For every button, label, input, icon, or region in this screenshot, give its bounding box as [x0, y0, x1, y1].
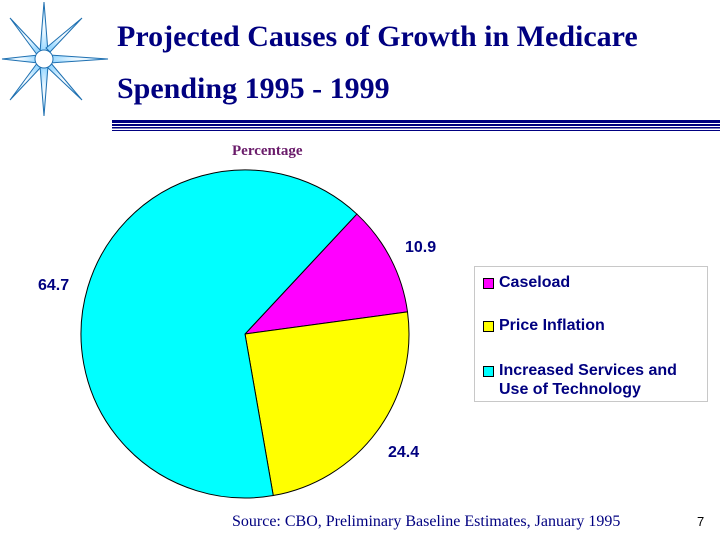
legend-swatch-increased-services	[483, 366, 494, 377]
legend-item-caseload: Caseload	[483, 273, 570, 292]
star-logo-icon	[1, 1, 109, 117]
legend-swatch-price-inflation	[483, 321, 494, 332]
title-divider	[112, 120, 720, 131]
data-label-caseload: 10.9	[405, 239, 437, 256]
pie-slice-caseload	[243, 213, 409, 335]
source-note: Source: CBO, Preliminary Baseline Estima…	[232, 513, 621, 530]
pie-slice-price-inflation	[244, 311, 410, 497]
slide-title-line-1: Projected Causes of Growth in Medicare	[117, 20, 638, 53]
pie-slice-increased-services	[80, 169, 358, 499]
legend-label-increased-services-line-2: Use of Technology	[499, 381, 641, 398]
legend-item-increased-services: Increased Services and Use of Technology	[483, 361, 677, 399]
legend-label-price-inflation: Price Inflation	[499, 317, 605, 334]
page-number: 7	[697, 514, 705, 529]
chart-ylabel: Percentage	[232, 143, 303, 159]
legend-label-increased-services-line-1: Increased Services and	[499, 362, 677, 379]
data-label-increased-services: 64.7	[38, 277, 70, 294]
legend-swatch-caseload	[483, 278, 494, 289]
legend-label-increased-services: Increased Services and Use of Technology	[499, 361, 677, 399]
legend-item-price-inflation: Price Inflation	[483, 316, 605, 335]
slide-title-line-2: Spending 1995 - 1999	[117, 72, 390, 105]
chart-legend: Caseload Price Inflation Increased Servi…	[474, 266, 708, 402]
data-label-price-inflation: 24.4	[388, 444, 420, 461]
pie-slices	[80, 169, 410, 499]
legend-label-caseload: Caseload	[499, 274, 571, 291]
